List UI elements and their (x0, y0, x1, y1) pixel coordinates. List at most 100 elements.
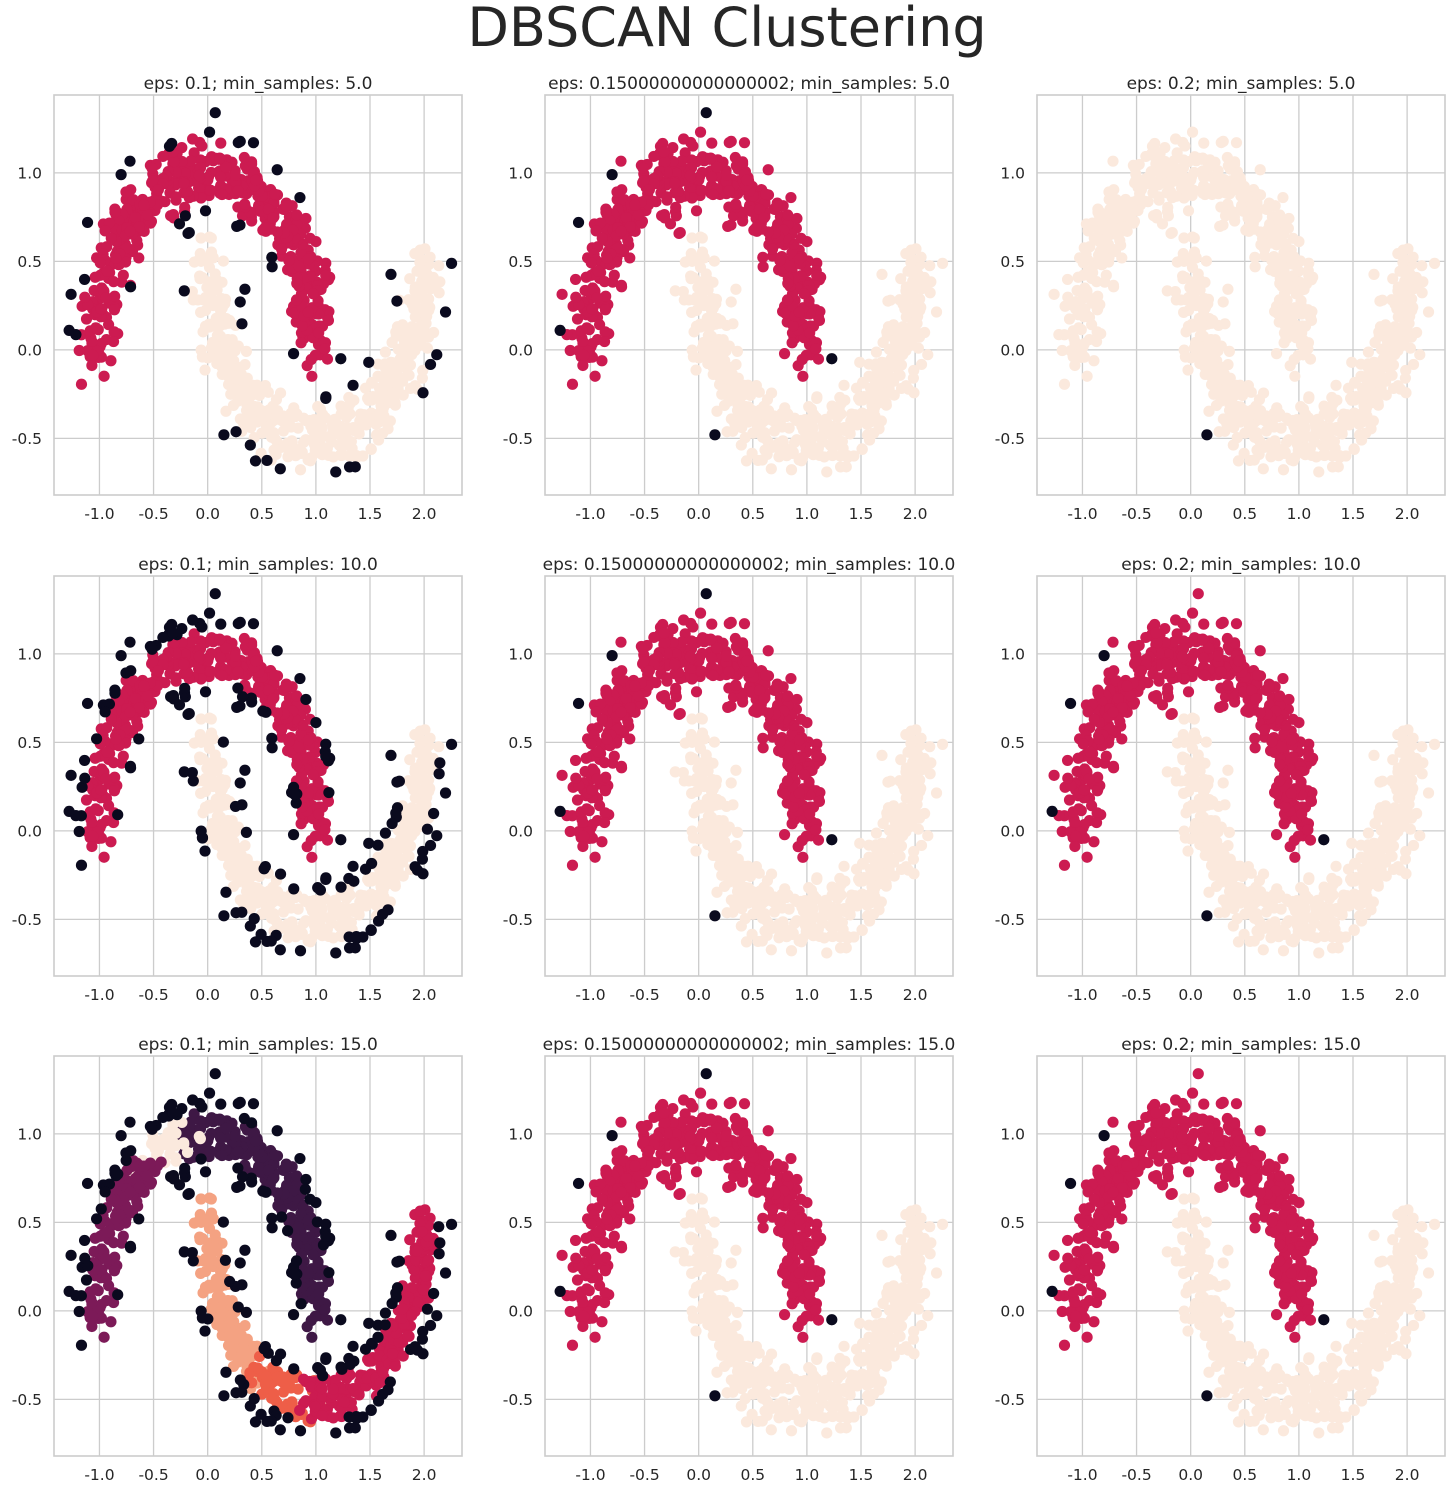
scatter-point (566, 859, 579, 871)
scatter-point (314, 884, 327, 896)
x-tick-label: 1.5 (849, 505, 874, 523)
subplot-4: -1.0 -0.5 0.0 0.5 1.0 1.5 2.0-0.50.00.51.0eps:… (12, 555, 463, 1004)
scatter-point (374, 416, 386, 428)
scatter-point (251, 882, 264, 894)
scatter-point (1302, 343, 1314, 355)
scatter-points (554, 107, 949, 478)
scatter-point (907, 264, 919, 277)
y-tick-label: -0.5 (503, 430, 533, 448)
scatter-point (818, 903, 830, 915)
subplot-title: eps: 0.15000000000000002; min_samples: 5… (548, 74, 950, 94)
scatter-point (94, 257, 106, 269)
x-tick-label: 1.0 (304, 505, 329, 523)
scatter-point (220, 886, 232, 898)
scatter-point (713, 851, 725, 863)
scatter-point (758, 400, 770, 412)
scatter-point (439, 787, 452, 799)
scatter-point (274, 387, 287, 399)
scatter-point (138, 199, 150, 211)
scatter-point (608, 269, 620, 281)
scatter-point (757, 732, 769, 744)
scatter-point (146, 643, 158, 655)
y-tick-label: 1.0 (17, 164, 42, 182)
scatter-point (690, 845, 702, 857)
scatter-point (1107, 279, 1120, 291)
scatter-point (696, 184, 708, 196)
scatter-point (257, 705, 269, 717)
scatter-point (829, 435, 841, 447)
x-tick-label: -0.5 (629, 505, 659, 523)
outlier-point (335, 353, 347, 365)
scatter-point (380, 363, 393, 376)
scatter-point (643, 665, 655, 677)
scatter-point (305, 353, 317, 366)
scatter-point (678, 133, 690, 145)
scatter-point (217, 255, 229, 267)
scatter-point (1072, 271, 1084, 283)
scatter-point (757, 912, 769, 924)
scatter-point (757, 431, 769, 443)
scatter-point (694, 321, 707, 333)
scatter-point (709, 841, 721, 853)
scatter-point (389, 880, 401, 892)
x-tick-label: 2.0 (903, 505, 928, 523)
scatter-point (1310, 422, 1322, 434)
scatter-point (166, 137, 178, 150)
scatter-point (65, 769, 77, 781)
scatter-point (417, 804, 430, 816)
scatter-point (215, 618, 227, 630)
scatter-point (1088, 355, 1100, 367)
scatter-point (105, 836, 117, 848)
scatter-point (75, 378, 88, 390)
scatter-point (723, 617, 735, 630)
scatter-point (187, 614, 199, 626)
scatter-point (690, 364, 702, 376)
outlier-point (115, 650, 127, 662)
scatter-point (696, 232, 708, 244)
scatter-point (707, 344, 719, 356)
scatter-point (283, 736, 295, 748)
outlier-point (209, 107, 221, 119)
scatter-point (320, 412, 332, 424)
y-tick-label: 0.0 (17, 341, 42, 359)
scatter-point (1397, 244, 1409, 256)
scatter-point (835, 397, 847, 410)
scatter-point (807, 449, 819, 461)
scatter-point (259, 222, 271, 234)
scatter-point (280, 681, 292, 693)
scatter-point (756, 454, 768, 466)
scatter-point (1069, 335, 1081, 348)
scatter-point (124, 636, 136, 648)
scatter-point (235, 849, 247, 861)
scatter-point (439, 306, 452, 318)
x-tick-label: -1.0 (575, 505, 605, 523)
scatter-point (431, 830, 443, 842)
scatter-point (807, 902, 819, 915)
scatter-point (637, 162, 649, 174)
scatter-point (1135, 184, 1147, 196)
scatter-point (1069, 359, 1081, 372)
x-tick-label: 2.0 (412, 986, 437, 1004)
scatter-point (99, 706, 111, 718)
scatter-point (704, 320, 716, 333)
subplot-1: -1.0 -0.5 0.0 0.5 1.0 1.5 2.0-0.50.00.51.0eps:… (12, 74, 463, 523)
scatter-point (1399, 264, 1411, 277)
scatter-point (421, 342, 434, 354)
scatter-point (1231, 432, 1243, 444)
scatter-point (902, 383, 915, 395)
scatter-point (235, 368, 247, 380)
x-tick-label: -1.0 (1067, 505, 1097, 523)
scatter-point (385, 749, 397, 762)
scatter-point (1363, 363, 1376, 376)
scatter-point (1107, 225, 1119, 237)
scatter-point (659, 155, 671, 168)
scatter-point (1212, 169, 1224, 181)
scatter-point (434, 757, 446, 769)
scatter-point (821, 947, 833, 959)
scatter-point (887, 342, 900, 354)
scatter-point (396, 823, 409, 835)
scatter-point (720, 169, 732, 181)
scatter-point (686, 232, 698, 244)
scatter-point (300, 212, 312, 225)
scatter-point (365, 443, 377, 455)
